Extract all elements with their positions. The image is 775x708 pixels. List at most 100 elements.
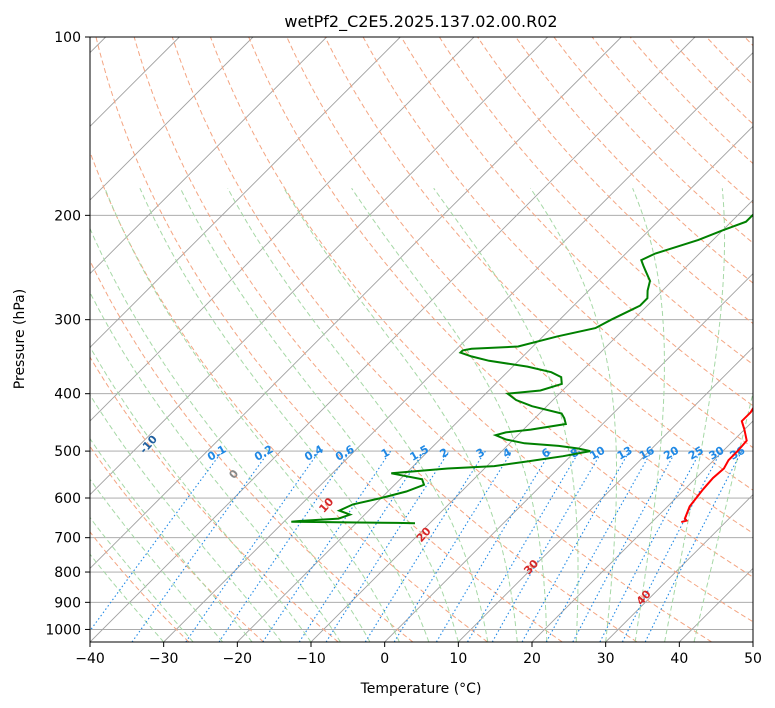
dry-adiabat-line: [248, 37, 753, 578]
isotherm-line: [90, 37, 475, 422]
moist-adiabat-line: [227, 187, 489, 642]
moist-adiabat-line: [530, 187, 617, 642]
isotherm-line: [237, 125, 753, 642]
dry-adiabat-label: -30: [0, 362, 1, 386]
plot-frame: [89, 36, 754, 643]
mixing-ratio-line: [325, 450, 450, 642]
moist-adiabat-line: [104, 188, 400, 642]
y-tick-label: 900: [54, 595, 81, 611]
isotherm-line: [90, 37, 622, 569]
dry-adiabat-line: [668, 37, 753, 125]
mixing-ratio-line: [298, 450, 425, 642]
dry-adiabat-line: [90, 356, 339, 642]
x-axis-label: Temperature (°C): [360, 681, 482, 697]
moist-adiabat-line: [179, 187, 459, 642]
dry-adiabat-line: [90, 259, 414, 642]
isotherm-line: [90, 37, 327, 275]
mixing-ratio-label: 36: [727, 444, 747, 463]
mixing-ratio-line: [131, 450, 270, 642]
mixing-ratio-label: 3: [474, 446, 487, 461]
moist-adiabat-line: [90, 291, 341, 642]
moist-adiabat-line: [90, 553, 165, 642]
mixing-ratio-label: 10: [587, 444, 607, 463]
dry-adiabat-line: [171, 37, 712, 642]
mixing-ratio-line: [393, 450, 513, 642]
mixing-ratio-label: 1.5: [408, 443, 431, 464]
isotherm-line: [90, 37, 401, 348]
moist-adiabat-line: [433, 187, 579, 642]
mixing-ratio-line: [572, 450, 677, 642]
y-tick-label: 200: [54, 208, 81, 224]
dry-adiabat-line: [362, 37, 753, 449]
y-tick-label: 300: [54, 313, 81, 329]
isotherm-line: [90, 37, 696, 642]
dry-adiabat-line: [95, 37, 563, 642]
dry-adiabat-line: [90, 150, 488, 642]
mixing-ratio-line: [467, 450, 580, 642]
x-tick-label: 10: [449, 651, 467, 667]
dry-adiabat-line: [90, 531, 190, 642]
mixing-ratio-line: [262, 450, 392, 642]
dry-adiabat-line: [286, 37, 753, 534]
x-tick-label: 20: [523, 651, 541, 667]
moist-adiabat-line: [90, 227, 371, 642]
moist-adiabat-line: [283, 187, 518, 642]
dry-adiabat-line: [744, 37, 753, 47]
isotherm-line: [458, 346, 753, 642]
mixing-ratio-line: [364, 450, 486, 642]
dry-adiabat-line: [477, 37, 753, 325]
x-tick-label: −40: [75, 651, 105, 667]
y-tick-label: 100: [54, 30, 81, 46]
moist-adiabat-line: [90, 478, 223, 642]
dry-adiabat-line: [515, 37, 753, 284]
mixing-ratio-line: [185, 450, 320, 642]
moist-adiabat-line: [139, 187, 430, 642]
isotherm-line: [163, 52, 753, 642]
isotherm-line: [752, 641, 753, 642]
x-tick-label: −30: [149, 651, 179, 667]
y-tick-label: 500: [54, 444, 81, 460]
x-tick-label: −10: [296, 651, 326, 667]
moist-adiabat-line: [90, 516, 194, 642]
dry-adiabat-line: [324, 37, 753, 491]
x-tick-label: 40: [670, 651, 688, 667]
mixing-ratio-line: [545, 450, 653, 642]
isotherm-line: [605, 494, 753, 642]
dry-adiabat-label: 20: [414, 524, 434, 544]
chart-title: wetPf2_C2E5.2025.137.02.00.R02: [284, 12, 557, 32]
dry-adiabat-line: [133, 37, 638, 642]
mixing-ratio-label: 0.6: [333, 442, 357, 463]
mixing-ratio-label: 1: [379, 446, 392, 461]
mixing-ratio-line: [599, 450, 701, 642]
x-tick-label: −20: [223, 651, 253, 667]
y-tick-label: 400: [54, 387, 81, 403]
dry-adiabat-line: [400, 37, 753, 407]
moist-adiabat-line: [693, 390, 753, 642]
dry-adiabat-line: [90, 445, 264, 642]
mixing-ratio-label: 0.4: [302, 442, 326, 463]
moist-adiabat-line: [632, 188, 665, 642]
mixing-ratio-label: 0.1: [205, 443, 228, 464]
dry-adiabat-line: [591, 37, 753, 204]
dry-adiabat-label: 30: [521, 557, 541, 577]
moist-adiabat-line: [90, 345, 312, 642]
moist-adiabat-line: [90, 394, 282, 642]
y-tick-label: 800: [54, 565, 81, 581]
y-axis-label: Pressure (hPa): [12, 289, 28, 389]
y-tick-label: 700: [54, 531, 81, 547]
dry-adiabat-line: [553, 37, 753, 244]
dewpoint-line: [291, 213, 753, 525]
dry-adiabat-line: [438, 37, 753, 365]
isotherm-line: [384, 273, 753, 642]
mixing-ratio-line: [491, 450, 603, 642]
isotherm-line: [531, 420, 753, 642]
mixing-ratio-line: [521, 450, 630, 642]
moist-adiabat-line: [351, 187, 548, 642]
mixing-ratio-line: [435, 450, 552, 642]
mixing-ratio-line: [218, 450, 351, 642]
moist-adiabat-line: [90, 437, 253, 642]
dry-adiabat-line: [706, 37, 753, 86]
y-tick-label: 600: [54, 491, 81, 507]
mixing-ratio-label: 20: [661, 444, 681, 463]
